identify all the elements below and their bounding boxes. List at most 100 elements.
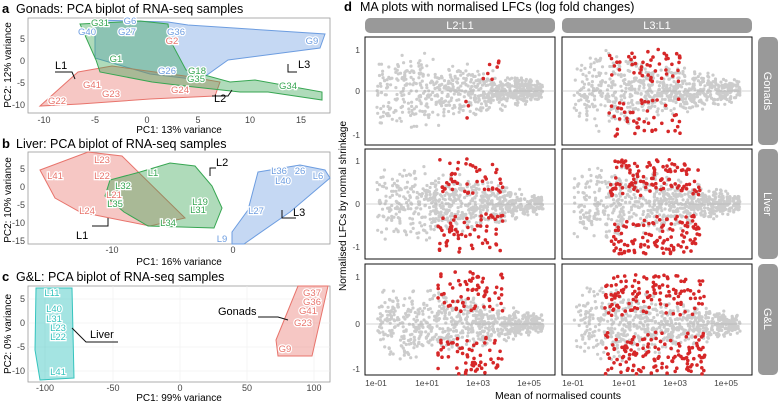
ma-point-significant xyxy=(462,220,467,225)
ma-point xyxy=(612,201,616,205)
ma-point xyxy=(458,103,462,107)
ma-point xyxy=(613,104,618,108)
ma-point xyxy=(573,78,577,82)
ma-point xyxy=(697,318,702,322)
ma-point xyxy=(411,69,415,73)
ma-point xyxy=(392,181,396,185)
ma-point xyxy=(486,181,490,185)
ma-point xyxy=(437,180,441,185)
ma-point xyxy=(707,197,712,201)
ma-point xyxy=(525,311,529,315)
ma-point-significant xyxy=(481,76,486,81)
col-strip-l3l1 xyxy=(562,18,752,33)
sample-label: G23 xyxy=(294,318,312,329)
ma-point-significant xyxy=(482,187,487,192)
ma-point xyxy=(573,177,577,181)
ma-point xyxy=(431,90,435,95)
ma-point xyxy=(484,326,488,330)
sample-label: G24 xyxy=(171,85,189,96)
ma-point xyxy=(699,204,703,208)
ma-point xyxy=(594,306,599,310)
ma-point xyxy=(504,332,508,336)
ma-point-significant xyxy=(668,169,673,174)
ma-point xyxy=(703,206,707,210)
ma-point xyxy=(404,233,409,237)
ma-point xyxy=(706,206,710,210)
ma-point-significant xyxy=(618,60,622,64)
ma-point xyxy=(506,330,510,334)
ma-point xyxy=(616,231,620,236)
ma-point xyxy=(485,194,489,198)
ma-point xyxy=(410,108,414,113)
ma-point xyxy=(659,68,663,72)
ma-point xyxy=(724,90,728,94)
ma-point xyxy=(593,211,598,215)
ma-point-significant xyxy=(661,223,666,228)
ma-point xyxy=(699,87,703,92)
ma-point xyxy=(606,99,610,103)
ma-point xyxy=(656,73,660,77)
ma-point-significant xyxy=(676,79,681,84)
ma-point-significant xyxy=(475,169,479,173)
ma-point xyxy=(460,335,464,339)
ma-point-significant xyxy=(651,183,655,187)
ma-point xyxy=(422,301,426,305)
ma-point xyxy=(596,210,600,214)
ma-point xyxy=(451,307,455,311)
ma-point xyxy=(417,342,421,346)
ma-point xyxy=(469,73,473,77)
ma-point xyxy=(600,180,604,184)
ma-point xyxy=(413,329,417,333)
ma-point-significant xyxy=(658,291,663,295)
tick-a-x: -10 xyxy=(37,115,50,125)
ma-plot-gl-l3l1 xyxy=(561,263,753,376)
ma-point xyxy=(618,194,622,198)
ma-point-significant xyxy=(478,224,483,228)
ma-point xyxy=(588,92,592,96)
ma-point-significant xyxy=(653,128,658,132)
ma-point xyxy=(684,209,688,213)
ma-point xyxy=(511,317,515,321)
ma-point xyxy=(736,82,740,86)
ma-point xyxy=(416,326,420,330)
ma-point xyxy=(492,204,496,208)
ma-point xyxy=(592,61,596,65)
ma-point xyxy=(391,352,395,356)
ma-point xyxy=(452,326,456,330)
ma-point xyxy=(407,91,411,96)
ma-point xyxy=(735,331,739,335)
ma-point-significant xyxy=(645,239,650,243)
ma-point xyxy=(464,69,468,73)
ma-point xyxy=(683,87,688,92)
panel-b-title: Liver: PCA biplot of RNA-seq samples xyxy=(16,137,227,151)
ma-point xyxy=(642,86,646,90)
ma-point xyxy=(419,83,423,87)
ma-point xyxy=(732,78,737,82)
ma-point xyxy=(624,306,628,310)
ma-point xyxy=(667,77,672,81)
ma-point xyxy=(615,199,619,203)
ma-point-significant xyxy=(610,73,614,77)
ma-point xyxy=(456,77,460,81)
ma-point xyxy=(725,85,730,89)
ma-point xyxy=(579,313,583,317)
ma-point xyxy=(677,328,681,332)
ma-point-significant xyxy=(609,56,614,61)
ma-point xyxy=(708,94,712,98)
ma-point xyxy=(448,73,452,77)
ma-point xyxy=(663,207,667,211)
ma-point xyxy=(380,326,384,330)
ma-point xyxy=(686,198,690,202)
panel-b-plot-area xyxy=(27,151,331,245)
sample-label: G36 xyxy=(303,297,321,308)
ma-point xyxy=(728,332,733,336)
ma-point xyxy=(619,112,623,116)
ma-point xyxy=(621,307,625,311)
ma-point-significant xyxy=(687,167,691,172)
sample-label: L24 xyxy=(79,206,95,217)
ma-point xyxy=(526,328,530,332)
ma-point xyxy=(533,93,537,97)
ma-point-significant xyxy=(682,250,686,254)
ma-point xyxy=(392,110,396,114)
ma-point xyxy=(486,107,490,111)
